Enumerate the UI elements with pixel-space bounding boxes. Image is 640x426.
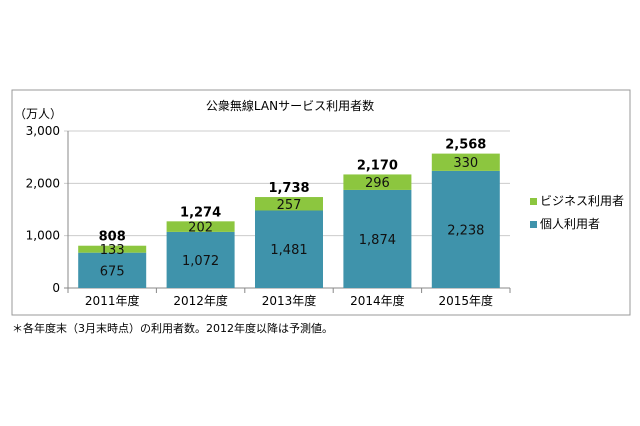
y-tick-label: 3,000 (26, 124, 60, 138)
x-tick-label: 2014年度 (350, 293, 405, 308)
total-label: 1,274 (180, 205, 221, 220)
bar-segment (78, 245, 147, 253)
legend-swatch (530, 198, 537, 205)
y-axis-unit: （万人） (14, 107, 62, 121)
bar-segment (431, 153, 500, 171)
total-label: 2,568 (445, 138, 486, 153)
chart-title: 公衆無線LANサービス利用者数 (206, 98, 374, 113)
bar-segment (255, 197, 323, 211)
bar-segment (166, 231, 235, 288)
x-tick-label: 2013年度 (262, 293, 317, 308)
bar-segment (343, 174, 412, 190)
bar-segment (78, 252, 147, 288)
data-label: 1,481 (270, 243, 307, 258)
total-label: 1,738 (268, 181, 309, 196)
x-tick-label: 2011年度 (85, 293, 140, 308)
bar-segment (343, 189, 412, 288)
legend-label: ビジネス利用者 (540, 194, 624, 208)
footnote: ＊各年度末（3月末時点）の利用者数。2012年度以降は予測値。 (12, 322, 333, 335)
total-label: 808 (99, 230, 126, 245)
x-tick-label: 2015年度 (439, 293, 494, 308)
data-label: 1,874 (359, 233, 396, 248)
data-label: 675 (100, 264, 125, 279)
data-label: 257 (277, 198, 302, 213)
data-label: 2,238 (447, 223, 484, 238)
y-tick-label: 2,000 (26, 176, 60, 190)
data-label: 1,072 (182, 254, 219, 269)
data-label: 133 (100, 243, 125, 258)
y-tick-label: 1,000 (26, 229, 60, 243)
legend-label: 個人利用者 (540, 217, 600, 231)
data-label: 330 (453, 156, 478, 171)
data-label: 202 (188, 221, 213, 236)
total-label: 2,170 (357, 158, 398, 173)
bar-segment (431, 170, 500, 288)
data-label: 296 (365, 176, 390, 191)
y-tick-label: 0 (52, 281, 60, 295)
x-tick-label: 2012年度 (173, 293, 228, 308)
bar-segment (166, 221, 235, 232)
legend-swatch (530, 221, 537, 228)
bar-segment (255, 210, 323, 288)
